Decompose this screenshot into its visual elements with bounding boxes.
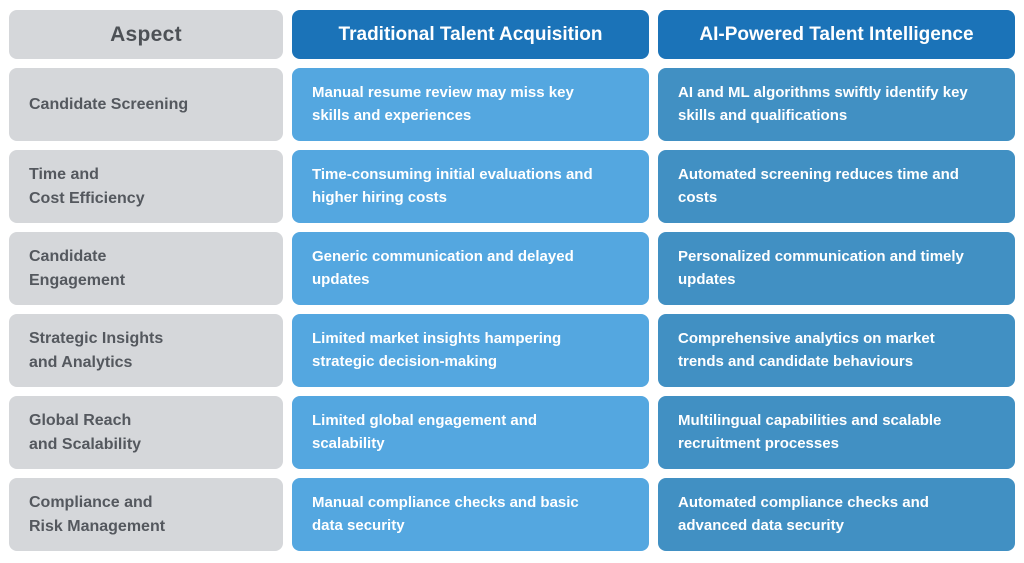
traditional-column-header: Traditional Talent Acquisition [292, 10, 649, 59]
ai-cell: Automated screening reduces time and cos… [658, 150, 1015, 223]
ai-cell: Personalized communication and timely up… [658, 232, 1015, 305]
traditional-cell: Limited global engagement and scalabilit… [292, 396, 649, 469]
aspect-cell-compliance-risk-management: Compliance and Risk Management [9, 478, 283, 551]
traditional-cell: Manual resume review may miss key skills… [292, 68, 649, 141]
aspect-cell-time-cost-efficiency: Time and Cost Efficiency [9, 150, 283, 223]
ai-cell: AI and ML algorithms swiftly identify ke… [658, 68, 1015, 141]
ai-cell: Multilingual capabilities and scalable r… [658, 396, 1015, 469]
traditional-cell: Limited market insights hampering strate… [292, 314, 649, 387]
traditional-cell: Manual compliance checks and basic data … [292, 478, 649, 551]
aspect-cell-candidate-screening: Candidate Screening [9, 68, 283, 141]
traditional-cell: Time-consuming initial evaluations and h… [292, 150, 649, 223]
ai-cell: Automated compliance checks and advanced… [658, 478, 1015, 551]
ai-cell: Comprehensive analytics on market trends… [658, 314, 1015, 387]
aspect-cell-strategic-insights-analytics: Strategic Insights and Analytics [9, 314, 283, 387]
aspect-column-header: Aspect [9, 10, 283, 59]
ai-column-header: AI-Powered Talent Intelligence [658, 10, 1015, 59]
aspect-cell-global-reach-scalability: Global Reach and Scalability [9, 396, 283, 469]
traditional-cell: Generic communication and delayed update… [292, 232, 649, 305]
aspect-cell-candidate-engagement: Candidate Engagement [9, 232, 283, 305]
